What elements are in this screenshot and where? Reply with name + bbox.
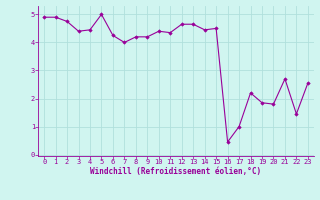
X-axis label: Windchill (Refroidissement éolien,°C): Windchill (Refroidissement éolien,°C) — [91, 167, 261, 176]
